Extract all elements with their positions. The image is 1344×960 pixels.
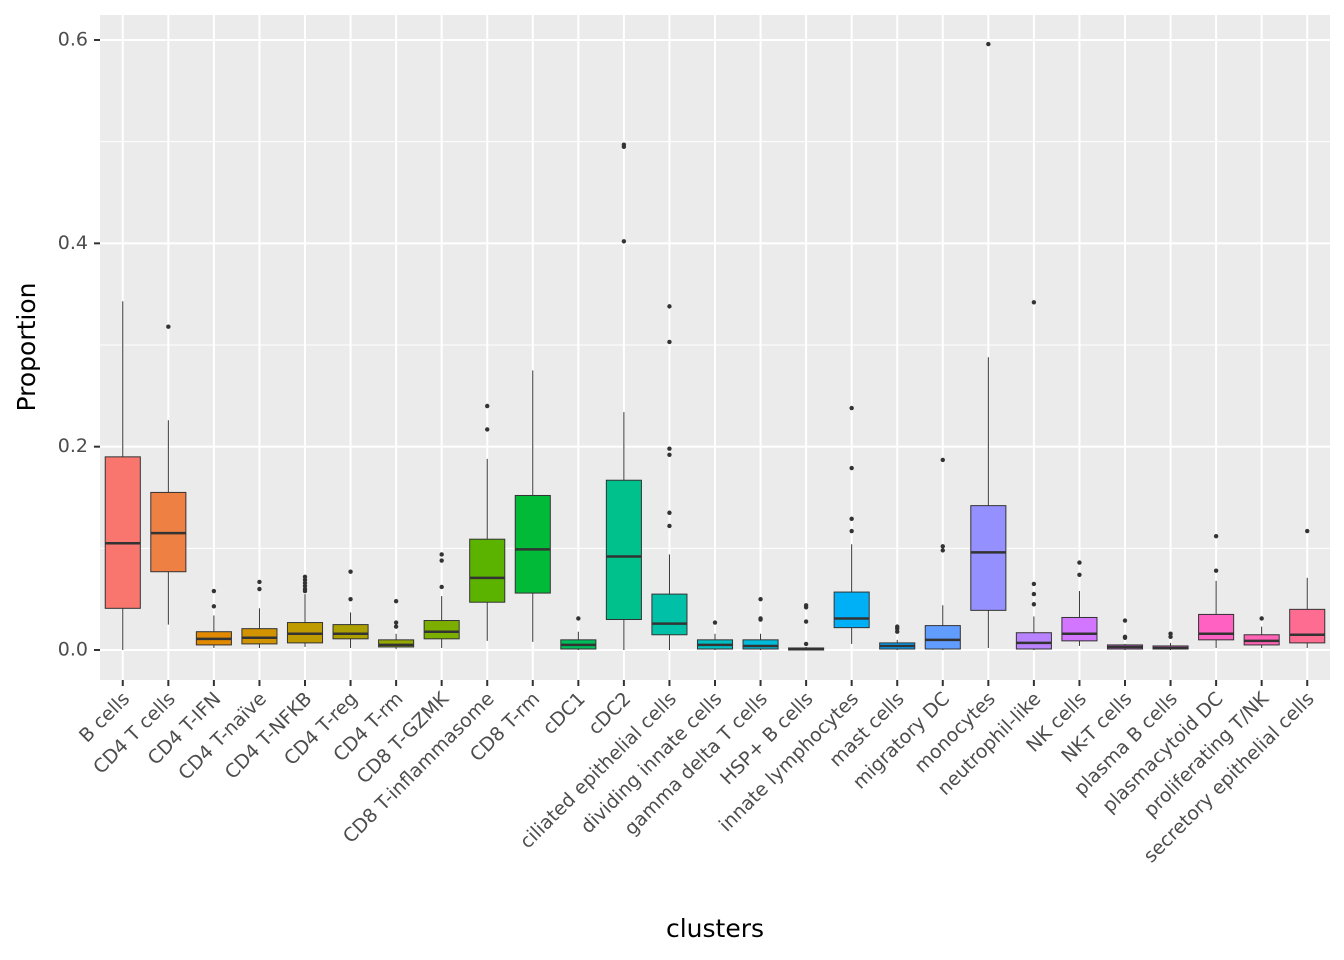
- box: [924, 625, 961, 650]
- y-tick-label: 0.6: [58, 29, 88, 51]
- y-tick-label: 0.0: [58, 639, 88, 661]
- outlier: [803, 641, 809, 647]
- outlier: [621, 142, 627, 147]
- outlier: [257, 586, 262, 592]
- outlier: [1077, 572, 1082, 577]
- box: [1198, 613, 1235, 641]
- outlier: [393, 624, 399, 629]
- outlier: [166, 324, 171, 329]
- outlier: [485, 427, 490, 432]
- box: [378, 639, 415, 648]
- outlier: [1122, 634, 1128, 639]
- box: [241, 628, 278, 645]
- box: [104, 456, 141, 609]
- outlier: [712, 620, 718, 625]
- box: [1015, 632, 1052, 650]
- outlier: [940, 548, 945, 553]
- outlier: [348, 596, 353, 602]
- y-tick-label: 0.2: [58, 435, 88, 457]
- outlier: [1031, 300, 1037, 305]
- y-axis-title: Proportion: [12, 283, 41, 412]
- outlier: [302, 580, 308, 586]
- outlier: [803, 619, 809, 624]
- box: [742, 639, 779, 650]
- outlier: [211, 604, 217, 609]
- outlier: [758, 596, 763, 602]
- outlier: [348, 569, 353, 574]
- outlier: [667, 510, 672, 515]
- box: [833, 591, 870, 629]
- box: [651, 593, 688, 636]
- outlier: [1168, 631, 1173, 636]
- x-axis-title: clusters: [666, 914, 764, 943]
- outlier: [393, 599, 399, 604]
- outlier: [667, 523, 672, 529]
- outlier: [1122, 618, 1128, 623]
- outlier: [1168, 634, 1173, 639]
- box: [605, 479, 642, 621]
- outlier: [211, 588, 217, 594]
- outlier: [667, 339, 672, 345]
- outlier: [986, 41, 991, 47]
- outlier: [1031, 591, 1037, 597]
- outlier: [895, 629, 900, 634]
- outlier: [1077, 560, 1082, 565]
- outlier: [940, 457, 945, 463]
- box: [1289, 608, 1326, 644]
- outlier: [1213, 568, 1219, 573]
- box: [423, 620, 460, 640]
- outlier: [439, 552, 444, 557]
- outlier: [803, 603, 809, 608]
- box: [332, 624, 369, 640]
- outlier: [758, 616, 763, 621]
- outlier: [439, 584, 444, 590]
- outlier: [667, 446, 672, 451]
- outlier: [576, 616, 581, 621]
- box: [1061, 616, 1098, 642]
- outlier: [849, 405, 854, 411]
- outlier: [485, 403, 490, 409]
- box: [970, 505, 1007, 611]
- outlier: [1259, 616, 1264, 621]
- outlier: [302, 574, 308, 580]
- outlier: [1305, 528, 1310, 534]
- outlier: [302, 577, 308, 583]
- outlier: [621, 239, 627, 244]
- x-tick-label: cDC1: [539, 688, 590, 739]
- box: [469, 538, 506, 603]
- outlier: [439, 558, 444, 563]
- outlier: [1031, 581, 1037, 587]
- outlier: [302, 586, 308, 592]
- outlier: [849, 528, 854, 534]
- outlier: [849, 516, 854, 522]
- outlier: [667, 452, 672, 458]
- outlier: [667, 304, 672, 309]
- outlier: [1031, 602, 1037, 607]
- outlier: [940, 544, 945, 549]
- outlier: [1213, 533, 1219, 539]
- y-tick-label: 0.4: [58, 232, 88, 254]
- outlier: [257, 579, 262, 585]
- outlier: [895, 624, 900, 629]
- box: [514, 494, 551, 594]
- outlier: [849, 465, 854, 471]
- outlier: [302, 583, 308, 589]
- outlier: [393, 620, 399, 625]
